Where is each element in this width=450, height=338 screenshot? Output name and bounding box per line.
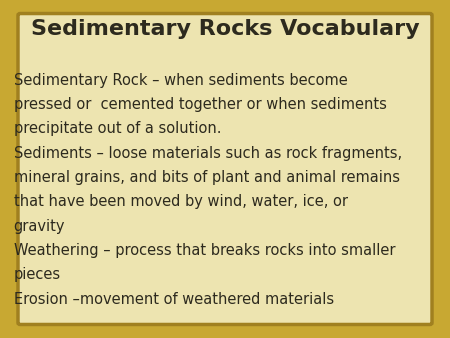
Text: Sediments – loose materials such as rock fragments,: Sediments – loose materials such as rock…: [14, 146, 401, 161]
Text: precipitate out of a solution.: precipitate out of a solution.: [14, 121, 221, 136]
Text: pressed or  cemented together or when sediments: pressed or cemented together or when sed…: [14, 97, 387, 112]
Text: pieces: pieces: [14, 267, 61, 282]
Text: that have been moved by wind, water, ice, or: that have been moved by wind, water, ice…: [14, 194, 347, 209]
Text: Weathering – process that breaks rocks into smaller: Weathering – process that breaks rocks i…: [14, 243, 395, 258]
Text: mineral grains, and bits of plant and animal remains: mineral grains, and bits of plant and an…: [14, 170, 400, 185]
Text: Sedimentary Rock – when sediments become: Sedimentary Rock – when sediments become: [14, 73, 347, 88]
Text: gravity: gravity: [14, 219, 65, 234]
FancyBboxPatch shape: [18, 14, 432, 324]
Text: Erosion –movement of weathered materials: Erosion –movement of weathered materials: [14, 292, 333, 307]
Text: Sedimentary Rocks Vocabulary: Sedimentary Rocks Vocabulary: [31, 19, 419, 39]
